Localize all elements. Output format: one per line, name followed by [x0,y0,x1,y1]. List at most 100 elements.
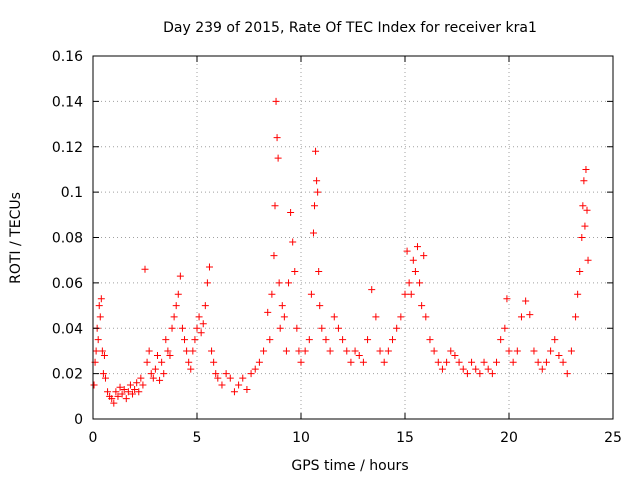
data-point [189,347,197,355]
data-point [90,381,98,389]
data-point [407,290,415,298]
data-point [98,347,106,355]
data-point [170,313,178,321]
data-point [143,358,151,366]
data-point [280,313,288,321]
data-point [416,279,424,287]
data-point [305,336,313,344]
data-point [430,347,438,355]
data-point [488,370,496,378]
data-point [422,313,430,321]
data-point [129,390,137,398]
data-point [203,279,211,287]
data-point [166,351,174,359]
data-point [268,290,276,298]
data-point [578,234,586,241]
data-point [291,268,299,276]
data-point [243,386,251,394]
data-point [584,256,592,264]
data-point [172,302,180,310]
x-tick-label: 0 [89,430,98,446]
data-point [282,347,290,355]
y-tick-label: 0.02 [52,367,83,383]
data-point [459,365,467,373]
data-point [311,202,319,210]
data-point [149,374,157,382]
axis-ticks: 0 5 10 15 20 25 0 0.02 0.04 0.06 0.08 0.1 0.12 0.14 0.… [52,49,622,446]
data-point [401,290,409,298]
data-point [355,351,363,359]
data-point [438,365,446,373]
data-point [94,336,102,344]
data-point [187,365,195,373]
data-point [405,279,413,287]
y-tick-label: 0.12 [52,140,83,156]
data-point [135,388,143,396]
data-point [443,358,451,366]
data-point [509,358,517,366]
data-point [151,365,159,373]
x-tick-label: 15 [396,430,414,446]
data-point [124,388,132,396]
x-axis-label: GPS time / hours [291,458,408,474]
data-point [247,370,255,378]
data-point [116,383,124,391]
data-point [411,268,419,276]
data-point [264,308,272,316]
y-tick-label: 0.1 [61,185,83,201]
data-point [164,347,172,355]
data-point [126,381,134,389]
data-point [287,209,295,217]
data-point [97,295,105,303]
data-point [168,324,176,332]
data-point [409,256,417,264]
data-point [389,336,397,344]
data-point [576,268,584,276]
data-point [260,347,268,355]
data-point [100,351,108,359]
data-point [120,386,128,394]
data-point [181,336,189,344]
x-tick-label: 10 [292,430,310,446]
data-point [579,202,587,210]
y-axis-label: ROTI / TECUs [8,192,24,284]
data-point [147,370,155,378]
data-point [174,290,182,298]
data-point [272,97,280,105]
data-point [347,358,355,366]
data-point [463,370,471,378]
data-point [583,206,591,214]
data-point [559,358,567,366]
data-point [555,351,563,359]
data-point [137,374,145,382]
data-point [426,336,434,344]
data-point [108,395,116,403]
data-point [503,295,511,303]
data-point [162,336,170,344]
data-point [160,370,168,378]
data-point [293,324,301,332]
data-point [505,347,513,355]
data-point [434,358,442,366]
data-point [513,347,521,355]
data-point [574,290,582,298]
data-point [218,381,226,389]
data-point [484,365,492,373]
data-point [497,336,505,344]
data-point [156,376,164,384]
data-point [251,365,259,373]
data-point [214,374,222,382]
data-point [472,365,480,373]
data-point [580,177,588,185]
y-tick-label: 0.06 [52,276,83,292]
data-point [368,286,376,294]
data-point [582,165,590,173]
data-point [195,313,203,321]
data-point [326,347,334,355]
data-point [447,347,455,355]
data-point [351,347,359,355]
data-point [289,238,297,246]
data-point [96,313,104,321]
data-point [322,336,330,344]
data-point [201,302,209,310]
